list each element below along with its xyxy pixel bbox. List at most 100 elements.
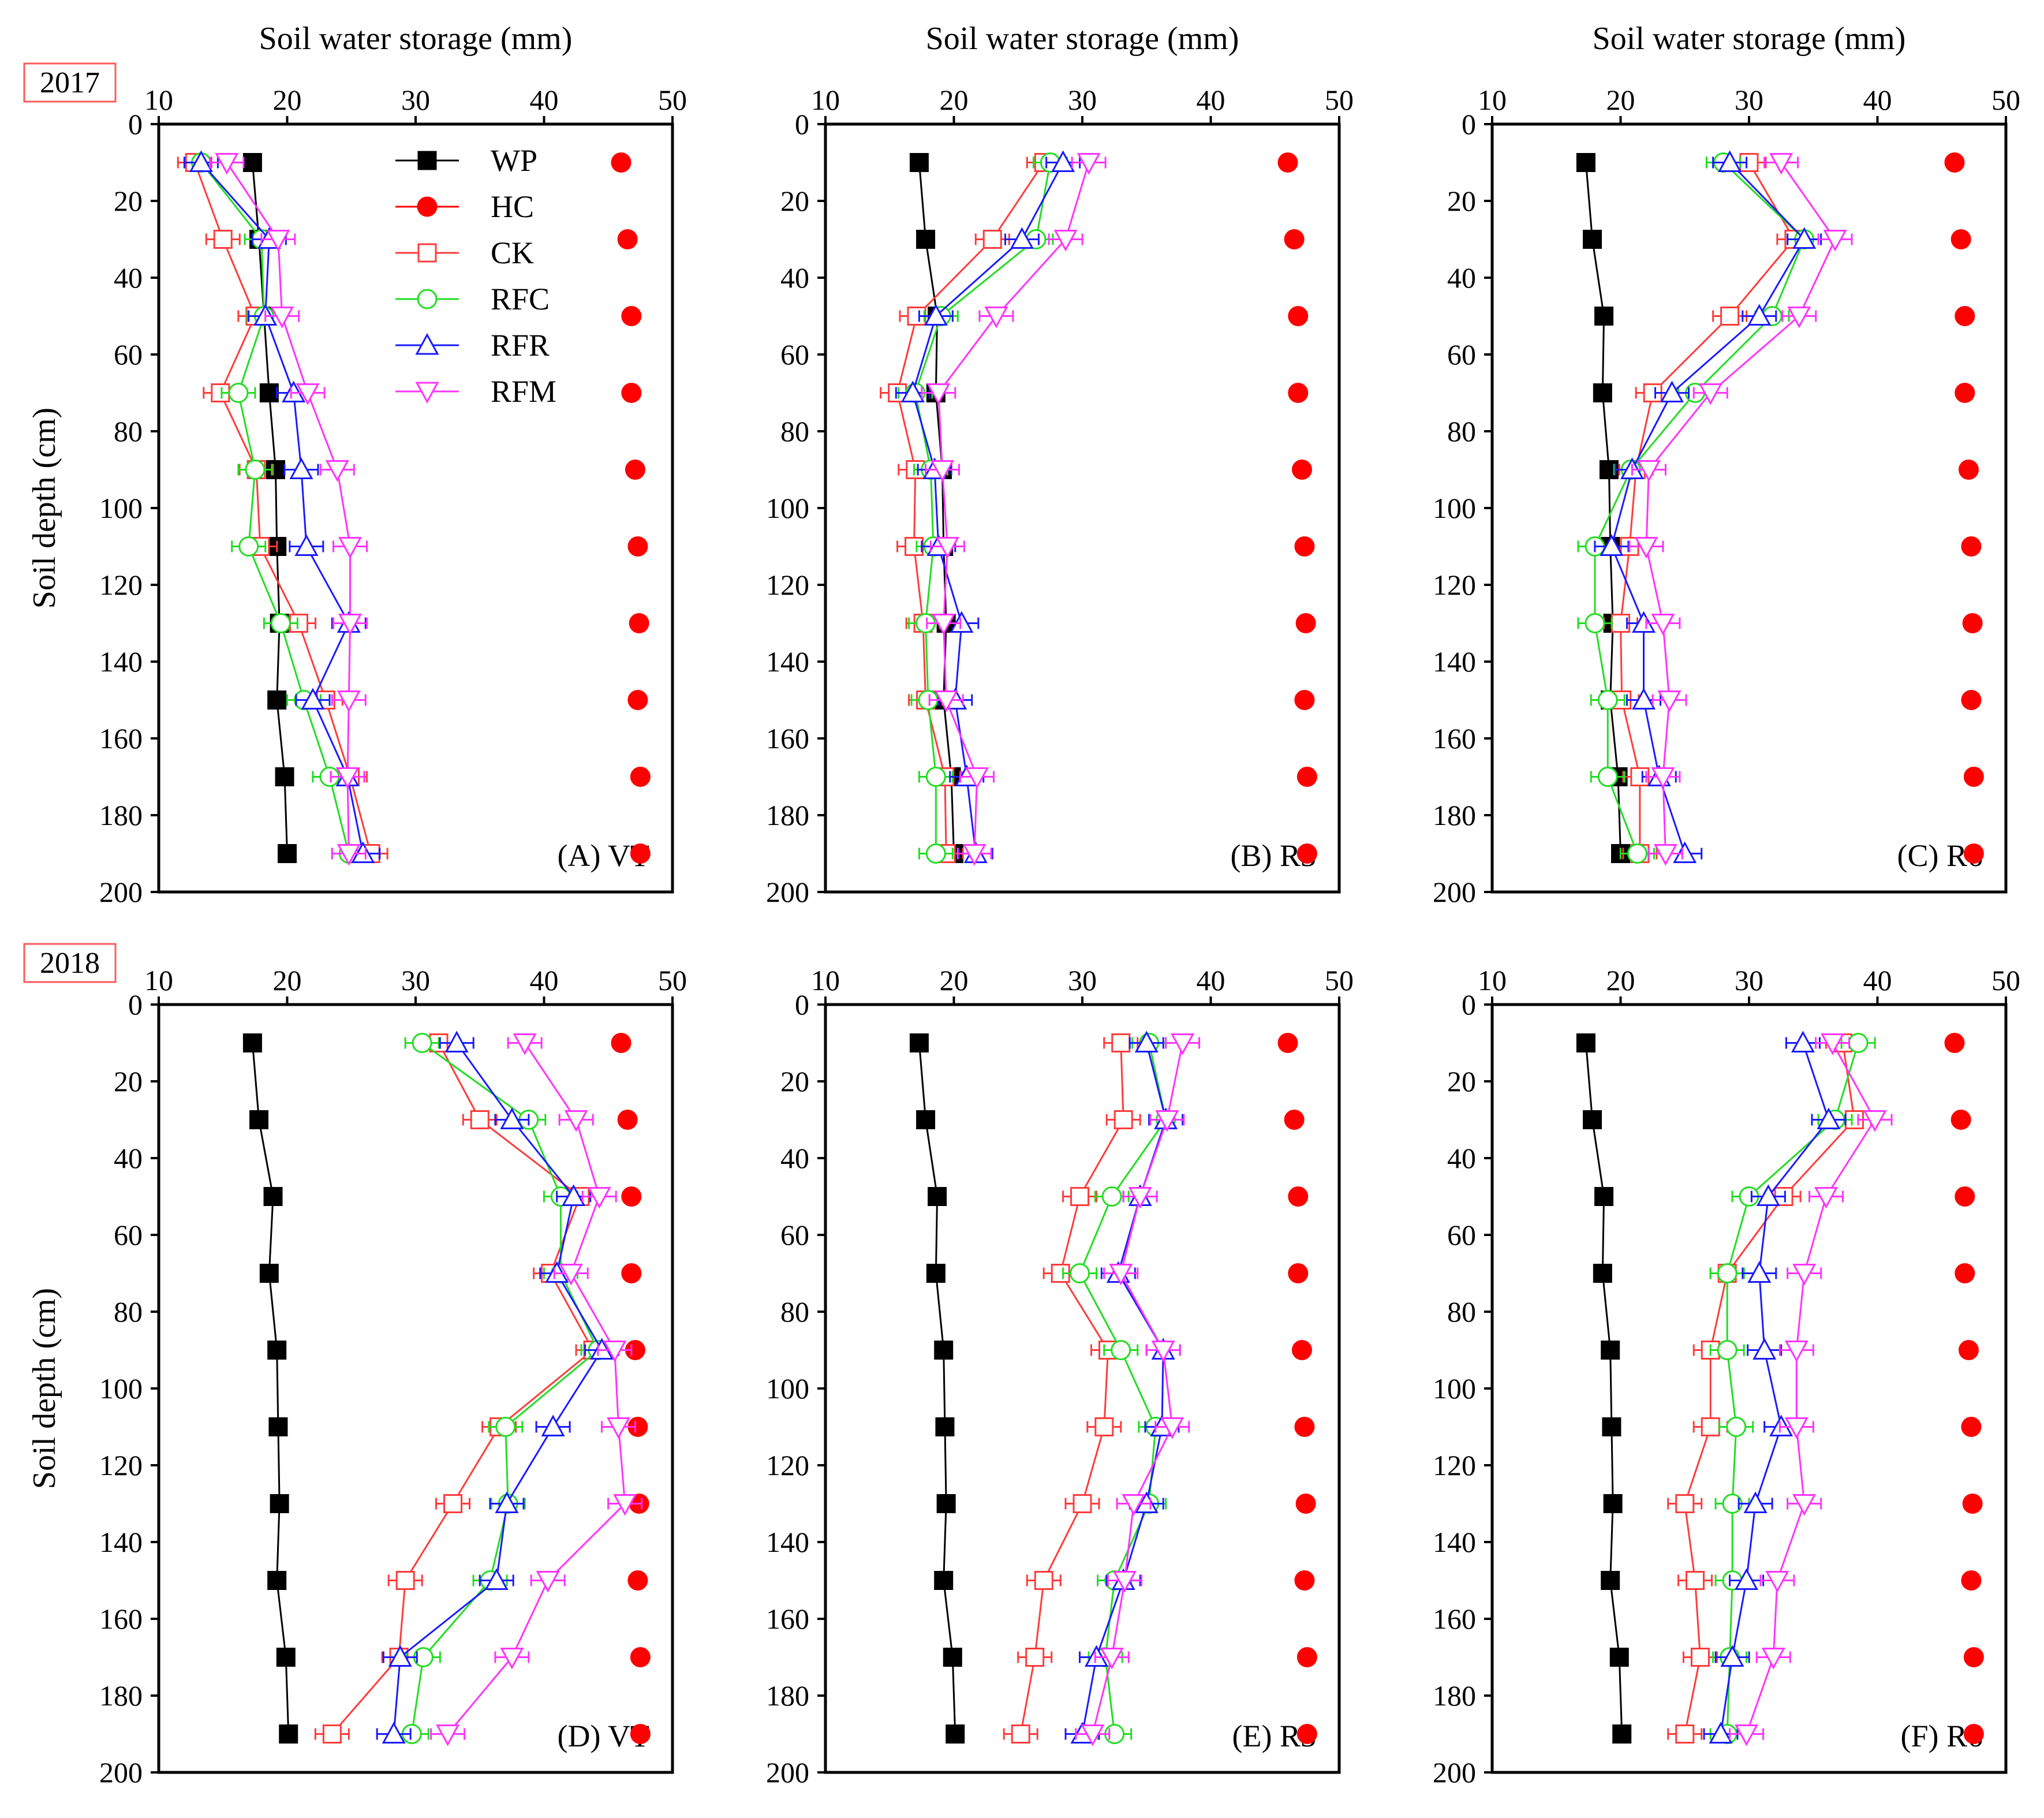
series-line-rfm: [1092, 1043, 1184, 1734]
data-point-rfm: [1761, 1648, 1785, 1670]
legend-marker: [417, 151, 437, 170]
data-point-rfm: [338, 614, 363, 636]
data-point-rfr: [900, 380, 925, 402]
panels-layer: 10 20 30 40 50020406080100120140160180200Soi…: [23, 21, 2020, 1789]
y-tick-label: 160: [1433, 1603, 1476, 1635]
x-tick-label: 30: [401, 964, 430, 996]
y-axis-title: Soil depth (cm): [27, 1288, 62, 1489]
data-point-rfm: [436, 1724, 460, 1746]
series-ck: [880, 153, 1062, 863]
series-rfc: [183, 152, 367, 864]
data-point-hc: [1277, 1033, 1298, 1053]
x-tick-label: 10: [811, 84, 840, 116]
data-point-hc: [1284, 229, 1305, 249]
y-tick-label: 120: [1433, 569, 1476, 601]
y-tick-label: 140: [766, 1526, 809, 1558]
y-tick-label: 20: [1447, 185, 1476, 217]
data-point-hc: [621, 1263, 642, 1283]
series-line-ck: [896, 162, 1045, 854]
x-tick-label: 50: [1991, 84, 2020, 116]
y-tick-label: 180: [766, 799, 809, 831]
data-point-rfm: [930, 460, 955, 482]
series-ck: [1003, 1033, 1141, 1744]
data-point-rfr: [189, 150, 213, 172]
x-axis-title: Soil water storage (mm): [926, 21, 1239, 57]
data-point-rfm: [965, 767, 989, 789]
y-tick-label: 60: [780, 338, 809, 371]
year-box: [23, 943, 117, 983]
legend-item-rfm: RFM: [395, 374, 556, 409]
y-tick-label: 160: [766, 1603, 809, 1635]
series-hc: [611, 1033, 651, 1744]
series-line-rfr: [1610, 162, 1806, 854]
y-tick-label: 40: [780, 262, 809, 294]
data-point-hc: [621, 306, 642, 326]
data-point-hc: [630, 767, 651, 787]
y-tick-label: 20: [1447, 1065, 1476, 1097]
y-tick-label: 0: [1462, 988, 1476, 1021]
series-hc: [1944, 1033, 1984, 1744]
data-point-wp: [270, 1494, 289, 1513]
series-rfm: [1075, 1033, 1201, 1746]
data-point-rfr: [495, 1491, 519, 1513]
legend-marker: [415, 382, 439, 404]
x-tick-label: 30: [1068, 84, 1097, 116]
data-point-rfm: [1651, 614, 1675, 636]
data-point-rfm: [1634, 537, 1658, 559]
data-point-rfr: [1718, 150, 1742, 172]
data-point-rfm: [1081, 1724, 1105, 1746]
x-tick-label: 50: [658, 84, 687, 116]
data-point-rfc: [925, 843, 946, 864]
data-point-ck: [1720, 307, 1740, 326]
x-tick-label: 40: [530, 964, 559, 996]
y-tick-label: 80: [1447, 415, 1476, 447]
series-rfr: [1064, 1031, 1184, 1744]
data-point-rfr: [1747, 1261, 1772, 1283]
data-point-hc: [1284, 1110, 1305, 1130]
data-point-ck: [1113, 1110, 1133, 1129]
series-line-rfc: [1078, 1043, 1167, 1734]
data-point-rfc: [238, 536, 259, 557]
series-line-wp: [1585, 1043, 1623, 1734]
series-line-rfm: [937, 162, 1090, 854]
series-line-rfc: [914, 162, 1051, 854]
series-line-wp: [1585, 162, 1621, 854]
data-point-hc: [1950, 1110, 1971, 1130]
data-point-wp: [267, 690, 287, 710]
series-rfr: [895, 150, 1081, 863]
data-point-rfm: [266, 230, 290, 252]
x-tick-label: 30: [1735, 84, 1763, 116]
series-hc: [1277, 152, 1317, 864]
y-tick-label: 80: [114, 415, 143, 447]
series-hc: [611, 152, 651, 864]
data-point-rfr: [484, 1568, 509, 1590]
data-point-rfc: [1597, 690, 1618, 710]
y-tick-label: 120: [99, 1449, 143, 1481]
data-point-rfr: [1709, 1722, 1733, 1744]
data-point-hc: [1955, 1263, 1975, 1283]
data-point-wp: [263, 1187, 283, 1206]
y-tick-label: 100: [766, 1372, 809, 1405]
year-box: [23, 62, 117, 103]
x-tick-label: 50: [1991, 964, 2020, 996]
x-axis-title: Soil water storage (mm): [1593, 21, 1906, 57]
series-line-ck: [193, 162, 372, 854]
data-point-rfm: [1155, 1110, 1179, 1132]
series-line-wp: [918, 162, 955, 854]
y-tick-label: 160: [99, 722, 143, 755]
y-tick-label: 180: [99, 799, 143, 831]
data-point-hc: [1963, 1724, 1984, 1744]
data-point-hc: [1288, 383, 1309, 403]
x-tick-label: 20: [940, 84, 969, 116]
panel-3: 10 20 30 40 50 0 20 40 60 80 100 120 140 160 180 200 Soi…: [1433, 21, 2020, 908]
data-point-hc: [1296, 767, 1317, 787]
data-point-ck: [395, 1571, 415, 1590]
data-point-ck: [1094, 1417, 1114, 1436]
x-tick-label: 30: [1068, 964, 1097, 996]
data-point-ck: [1675, 1494, 1695, 1513]
data-point-ck: [1025, 1648, 1045, 1667]
data-point-rfm: [1653, 844, 1677, 866]
series-rfr: [1594, 150, 1822, 863]
x-tick-label: 40: [1863, 84, 1892, 116]
data-point-wp: [928, 1187, 947, 1206]
